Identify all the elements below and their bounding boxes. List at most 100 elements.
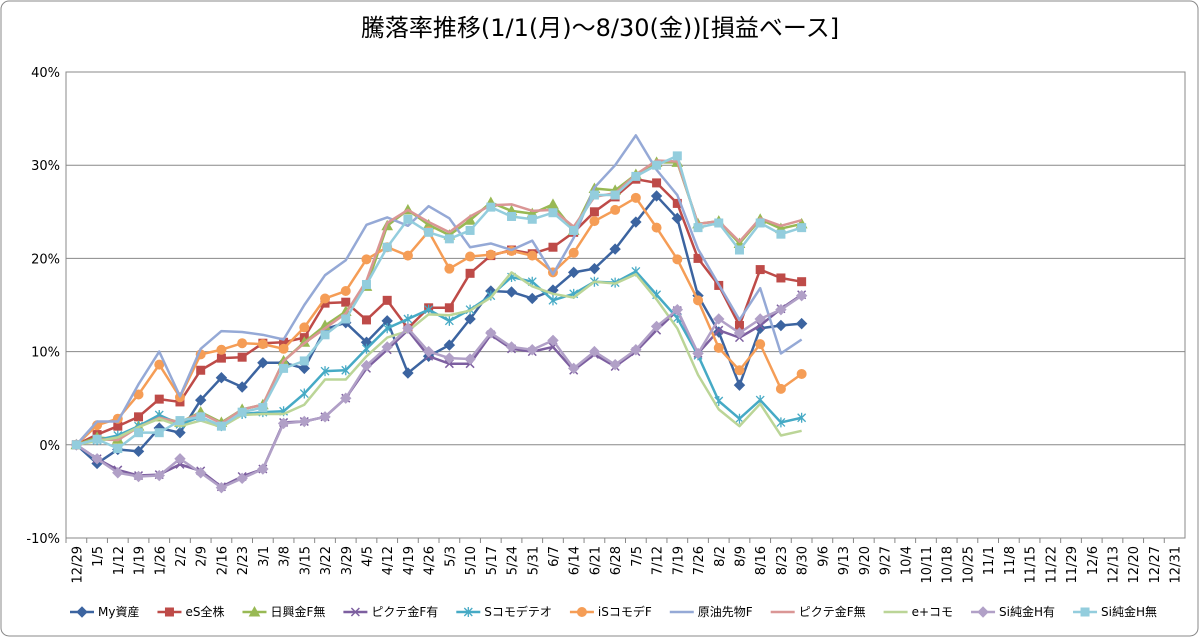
marker	[279, 363, 289, 373]
marker	[576, 607, 587, 617]
x-tick-label: 7/26	[692, 546, 707, 575]
marker	[382, 295, 392, 305]
marker	[589, 216, 600, 227]
marker	[257, 339, 268, 350]
series-line	[75, 177, 802, 446]
marker	[630, 192, 641, 203]
marker	[257, 463, 269, 475]
marker	[444, 315, 454, 326]
marker	[567, 362, 580, 375]
x-tick-label: 12/29	[70, 546, 85, 583]
marker	[278, 343, 289, 354]
x-tick-label: 11/8	[1003, 546, 1018, 575]
x-tick-label: 9/20	[858, 546, 873, 575]
x-tick-label: 4/19	[402, 546, 417, 575]
marker	[650, 320, 663, 333]
marker	[693, 253, 703, 263]
marker	[548, 208, 558, 218]
legend-label: Sコモデテオ	[484, 604, 552, 619]
x-tick-label: 12/27	[1148, 546, 1163, 583]
marker	[175, 416, 185, 426]
x-tick-label: 11/1	[982, 546, 997, 575]
marker	[671, 303, 684, 316]
marker	[350, 607, 360, 617]
marker	[776, 229, 786, 239]
x-tick-label: 10/4	[899, 546, 914, 575]
series-line	[76, 271, 802, 447]
x-tick-label: 1/26	[153, 546, 168, 575]
x-tick-label: 4/12	[381, 546, 396, 575]
marker	[547, 334, 559, 347]
marker	[132, 470, 145, 483]
marker	[382, 242, 392, 252]
x-tick-label: 8/30	[796, 546, 811, 575]
marker	[299, 322, 310, 333]
legend-item: 原油先物F	[669, 605, 753, 619]
marker	[652, 178, 662, 188]
marker	[236, 472, 248, 485]
marker	[776, 273, 786, 283]
marker	[362, 343, 371, 354]
marker	[340, 286, 351, 297]
marker	[320, 330, 330, 340]
marker	[134, 428, 144, 438]
marker	[298, 362, 311, 375]
marker	[424, 304, 434, 315]
marker	[734, 245, 744, 255]
x-tick-label: 6/14	[568, 546, 583, 575]
marker	[91, 453, 103, 465]
marker	[194, 467, 207, 479]
marker	[795, 289, 808, 302]
marker	[588, 345, 601, 358]
marker	[609, 358, 621, 371]
marker	[422, 345, 435, 358]
y-tick-label: 30%	[31, 159, 60, 174]
legend-item: eS全株	[157, 604, 224, 619]
marker	[443, 339, 456, 351]
marker	[548, 295, 558, 306]
marker	[609, 243, 621, 255]
marker	[734, 365, 745, 376]
x-tick-label: 9/6	[816, 546, 831, 567]
marker	[527, 214, 537, 224]
x-tick-label: 3/22	[319, 546, 334, 575]
marker	[257, 357, 269, 369]
marker	[154, 428, 164, 438]
x-tick-label: 12/13	[1106, 546, 1121, 583]
marker	[630, 216, 642, 228]
legend-label: 原油先物F	[698, 605, 753, 619]
marker	[485, 327, 497, 339]
legend-label: ピクテ金F無	[799, 604, 866, 619]
legend-item: ピクテ金F無	[770, 604, 866, 619]
legend-item: iSコモデF	[569, 604, 652, 619]
x-tick-label: 10/18	[941, 546, 956, 583]
marker	[443, 352, 456, 364]
marker	[341, 365, 351, 376]
marker	[403, 313, 413, 324]
legend-item: Sコモデテオ	[456, 604, 552, 619]
marker	[248, 605, 261, 617]
legend-label: eS全株	[185, 604, 224, 619]
marker	[402, 250, 413, 261]
x-tick-label: 6/28	[609, 546, 624, 575]
marker	[360, 359, 373, 372]
x-tick-label: 1/19	[133, 546, 148, 575]
x-tick-label: 9/13	[837, 546, 852, 575]
marker	[258, 403, 268, 413]
marker	[693, 223, 703, 233]
marker	[630, 344, 642, 356]
x-tick-label: 3/29	[340, 546, 355, 575]
marker	[340, 392, 352, 404]
marker	[134, 412, 144, 422]
legend-item: My資産	[70, 604, 139, 619]
marker	[113, 444, 123, 454]
x-tick-label: 8/2	[713, 546, 728, 567]
marker	[215, 481, 228, 494]
marker	[526, 344, 538, 356]
x-tick-label: 5/31	[526, 546, 541, 575]
x-tick-label: 5/17	[485, 546, 500, 575]
x-tick-label: 10/25	[961, 546, 976, 583]
marker	[733, 327, 746, 339]
marker	[714, 325, 724, 335]
marker	[714, 218, 724, 228]
